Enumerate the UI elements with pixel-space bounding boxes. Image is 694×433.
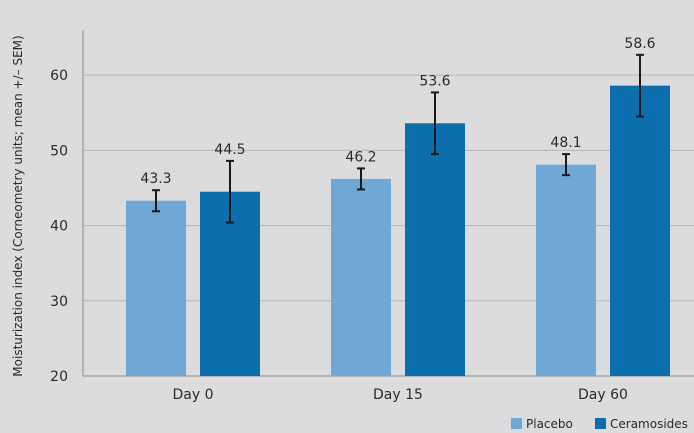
data-label: 53.6: [419, 73, 450, 89]
y-tick-label: 40: [50, 219, 68, 235]
x-tick-label: Day 0: [172, 387, 213, 403]
data-label: 46.2: [345, 149, 376, 165]
x-axis-ticks: Day 0 Day 15 Day 60: [172, 387, 627, 403]
legend-swatch-ceramosides: [595, 418, 606, 429]
error-bars: [152, 53, 644, 224]
data-label: 44.5: [214, 142, 245, 158]
bars: [126, 85, 670, 377]
data-label: 48.1: [550, 135, 581, 151]
y-tick-label: 20: [50, 369, 68, 385]
data-labels: 43.3 46.2 48.1 44.5 53.6 58.6: [140, 36, 655, 187]
x-tick-label: Day 60: [578, 387, 628, 403]
y-tick-label: 50: [50, 143, 68, 159]
bar-placebo: [536, 164, 596, 376]
legend: Placebo Ceramosides: [511, 417, 688, 431]
error-bar: [226, 159, 234, 224]
error-bar: [152, 189, 160, 213]
y-axis-label: Moisturization index (Corneometry units;…: [11, 35, 25, 376]
bar-ceramosides: [610, 85, 670, 377]
legend-label: Ceramosides: [610, 417, 688, 431]
error-bar: [636, 53, 644, 118]
legend-swatch-placebo: [511, 418, 522, 429]
bar-placebo: [126, 200, 186, 376]
data-label: 58.6: [624, 36, 655, 52]
error-bar: [562, 153, 570, 177]
y-tick-label: 30: [50, 294, 68, 310]
bar-ceramosides: [405, 123, 465, 376]
error-bar: [431, 91, 439, 156]
y-axis-ticks: 20 30 40 50 60: [50, 68, 68, 385]
bar-placebo: [331, 178, 391, 376]
x-tick-label: Day 15: [373, 387, 423, 403]
y-tick-label: 60: [50, 68, 68, 84]
legend-label: Placebo: [526, 417, 573, 431]
data-label: 43.3: [140, 171, 171, 187]
error-bar: [357, 167, 365, 191]
